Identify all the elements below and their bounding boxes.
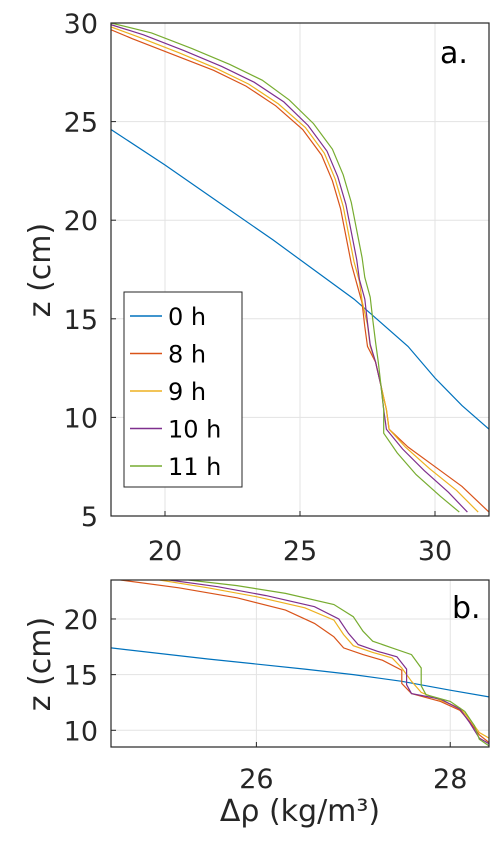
xtick-label: 25 — [283, 536, 317, 567]
legend-entry: 10 h — [168, 416, 221, 444]
panel-b: 26 28 10 15 20 z (cm) b. Δρ (kg/m³) — [23, 579, 490, 829]
legend-entry: 9 h — [168, 378, 206, 406]
panel-a-series — [111, 23, 489, 513]
ytick-label: 30 — [64, 9, 98, 40]
panel-a: 20 25 30 5 10 15 20 25 30 z (cm) a. 0 h 8 h 9 h 10 … — [23, 9, 490, 567]
legend-entry: 8 h — [168, 341, 206, 369]
xtick-label: 26 — [239, 764, 273, 795]
ytick-label: 25 — [64, 108, 98, 139]
legend-entry: 11 h — [168, 453, 221, 481]
panel-a-label: a. — [440, 36, 468, 71]
panel-b-grid — [111, 580, 489, 747]
ytick-label: 20 — [64, 206, 98, 237]
panel-a-ticks: 20 25 30 5 10 15 20 25 30 — [64, 9, 453, 567]
ytick-label: 15 — [64, 305, 98, 336]
ytick-label: 5 — [81, 502, 98, 533]
series-line-10h — [169, 580, 489, 745]
ytick-label: 10 — [64, 716, 98, 747]
legend-entry: 0 h — [168, 303, 206, 331]
series-line-9h — [111, 26, 479, 513]
panel-a-legend: 0 h 8 h 9 h 10 h 11 h — [123, 291, 243, 488]
panel-b-frame — [110, 579, 490, 748]
panel-b-series — [111, 580, 489, 747]
series-line-0h — [111, 128, 489, 430]
panel-b-ylabel: z (cm) — [23, 617, 58, 711]
ytick-label: 10 — [64, 403, 98, 434]
series-line-11h — [188, 580, 489, 747]
xtick-label: 30 — [418, 536, 452, 567]
ytick-label: 20 — [64, 605, 98, 636]
panel-b-ticks: 26 28 10 15 20 — [64, 605, 468, 795]
panel-a-ylabel: z (cm) — [23, 223, 58, 317]
xtick-label: 20 — [148, 536, 182, 567]
series-line-0h — [111, 647, 489, 698]
ytick-label: 15 — [64, 661, 98, 692]
series-line-11h — [111, 23, 460, 513]
series-line-9h — [159, 580, 489, 739]
panel-b-xlabel: Δρ (kg/m³) — [220, 794, 380, 829]
xtick-label: 28 — [433, 764, 467, 795]
legend-box — [123, 291, 243, 488]
series-line-10h — [111, 24, 468, 513]
panel-b-label: b. — [452, 591, 481, 626]
